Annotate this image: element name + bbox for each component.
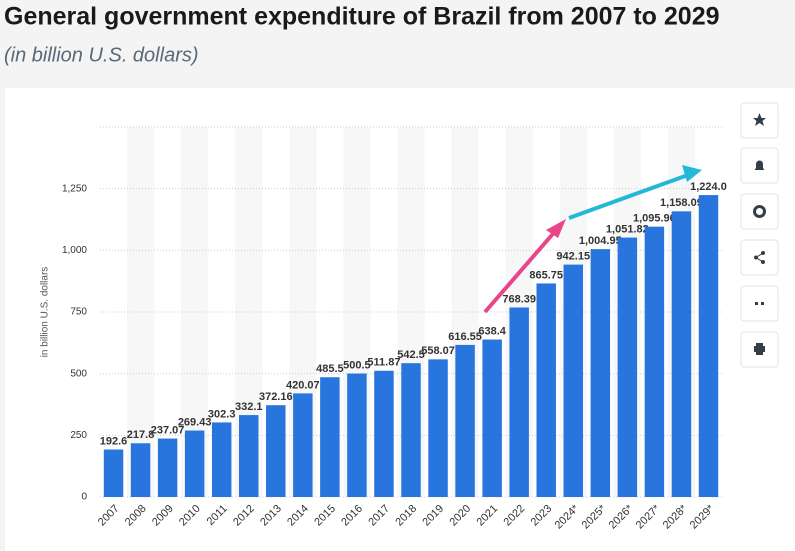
notification-button[interactable] — [740, 147, 779, 184]
bar — [184, 430, 205, 497]
value-label: 485.5 — [316, 363, 344, 375]
bar — [157, 438, 178, 497]
value-label: 192.6 — [100, 435, 128, 447]
value-label: 332.1 — [235, 401, 263, 413]
value-label: 1,095.96 — [633, 213, 676, 225]
value-label: 542.5 — [397, 349, 425, 361]
bar — [211, 422, 232, 497]
chart-subtitle: (in billion U.S. dollars) — [4, 44, 199, 66]
value-label: 1,224.0 — [690, 181, 727, 193]
bar — [563, 264, 583, 497]
y-tick-label: 1,000 — [62, 245, 87, 256]
bar — [266, 405, 286, 497]
bar — [103, 449, 124, 497]
cite-button[interactable] — [740, 285, 779, 322]
value-label: 1,051.82 — [606, 223, 649, 235]
chart-title: General government expenditure of Brazil… — [4, 3, 720, 31]
value-label: 638.4 — [478, 325, 506, 337]
value-label: 372.16 — [259, 391, 293, 403]
bar — [455, 344, 475, 497]
bar — [428, 359, 448, 497]
value-label: 302.3 — [208, 408, 236, 420]
bar — [374, 370, 394, 497]
value-label: 420.07 — [286, 379, 320, 391]
bar — [590, 249, 611, 497]
value-label: 865.75 — [529, 269, 563, 281]
value-label: 1,158.09 — [660, 197, 703, 209]
bar — [671, 211, 692, 497]
bar — [617, 237, 638, 497]
value-label: 217.8 — [127, 429, 155, 441]
bar — [130, 443, 151, 497]
value-label: 558.07 — [421, 345, 455, 357]
bar — [644, 226, 665, 497]
toolbar — [740, 102, 779, 368]
value-label: 237.07 — [151, 424, 185, 436]
trend-arrows — [483, 165, 702, 314]
bar — [536, 283, 556, 497]
bar — [293, 393, 313, 497]
value-label: 616.55 — [448, 331, 482, 343]
bar — [482, 339, 502, 497]
arrow-line — [483, 226, 560, 314]
favorite-button[interactable] — [740, 102, 779, 139]
bar — [239, 415, 259, 497]
settings-button[interactable] — [740, 193, 779, 230]
y-tick-label: 1,250 — [62, 183, 87, 194]
value-label: 269.43 — [178, 416, 212, 428]
bar — [698, 195, 719, 497]
value-label: 511.87 — [367, 357, 400, 369]
y-tick-label: 0 — [81, 492, 87, 503]
print-button[interactable] — [740, 331, 779, 368]
bar — [320, 377, 340, 497]
value-label: 500.5 — [343, 359, 371, 371]
column-band — [127, 127, 155, 497]
plot: 02505007501,0001,250192.62007217.8200823… — [62, 126, 727, 532]
arrow-line — [568, 173, 689, 220]
bar — [347, 373, 367, 497]
bar — [509, 307, 529, 497]
arrow-head — [682, 165, 702, 182]
value-label: 1,004.95 — [579, 235, 622, 247]
arrow-head — [546, 219, 566, 238]
y-tick-label: 500 — [70, 368, 87, 379]
y-tick-label: 750 — [70, 307, 87, 318]
bar — [401, 363, 421, 497]
value-label: 768.39 — [502, 293, 536, 305]
y-axis-title: in billion U.S. dollars — [40, 267, 51, 358]
y-tick-label: 250 — [70, 430, 87, 441]
value-label: 942.15 — [556, 251, 590, 263]
share-button[interactable] — [740, 239, 779, 276]
